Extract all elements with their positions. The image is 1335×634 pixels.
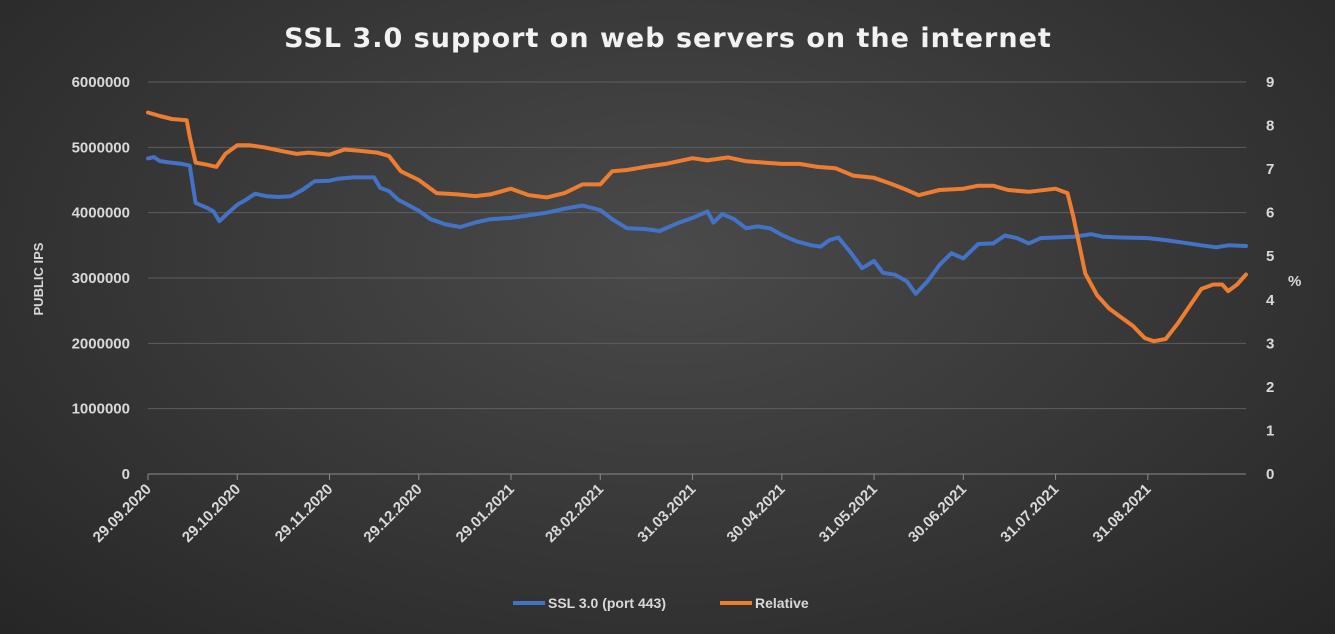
y2-tick-label: 7: [1266, 161, 1274, 178]
x-tick-label: 30.04.2021: [724, 481, 789, 546]
x-axis: 29.09.2020 29.10.2020 29.11.2020 29.12.2020…: [90, 474, 1155, 546]
y-tick-label: 0: [122, 466, 130, 483]
x-tick-label: 29.11.2020: [272, 481, 337, 546]
x-tick-label: 29.09.2020: [90, 481, 155, 546]
x-tick-label: 29.12.2020: [360, 481, 425, 546]
x-tick-label: 31.03.2021: [634, 481, 699, 546]
y2-tick-label: 5: [1266, 248, 1274, 265]
y-tick-label: 2000000: [72, 335, 130, 352]
y-tick-label: 5000000: [72, 139, 130, 156]
y-tick-label: 1000000: [72, 401, 130, 418]
series-line: [146, 110, 1248, 344]
y2-tick-label: 2: [1266, 379, 1274, 396]
x-tick-label: 29.01.2021: [453, 481, 518, 546]
chart-title: SSL 3.0 support on web servers on the in…: [284, 23, 1052, 54]
x-tick-label: 28.02.2021: [542, 481, 607, 546]
y2-tick-label: 1: [1266, 422, 1274, 439]
y2-tick-label: 9: [1266, 74, 1274, 91]
legend-label: Relative: [755, 595, 809, 611]
y-tick-label: 6000000: [72, 74, 130, 91]
legend: SSL 3.0 (port 443) Relative: [513, 595, 809, 611]
series-lines: [146, 110, 1248, 344]
y2-axis-title: %: [1288, 273, 1301, 290]
x-tick-label: 31.08.2021: [1090, 481, 1155, 546]
y2-tick-label: 3: [1266, 335, 1274, 352]
x-tick-label: 30.06.2021: [905, 481, 970, 546]
legend-label: SSL 3.0 (port 443): [548, 595, 666, 611]
x-tick-label: 31.05.2021: [816, 481, 881, 546]
y2-tick-label: 8: [1266, 118, 1274, 135]
y-tick-label: 4000000: [72, 205, 130, 222]
y-axis-left: 0 1000000 2000000 3000000 4000000 5000000 6000…: [72, 74, 130, 483]
y-axis-title: PUBLIC IPS: [31, 242, 46, 315]
x-tick-label: 31.07.2021: [997, 481, 1062, 546]
y-tick-label: 3000000: [72, 270, 130, 287]
x-tick-label: 29.10.2020: [179, 481, 244, 546]
series-line: [146, 155, 1248, 296]
y2-tick-label: 0: [1266, 466, 1274, 483]
y2-tick-label: 6: [1266, 205, 1274, 222]
y2-tick-label: 4: [1266, 292, 1275, 309]
gridlines: [148, 81, 1246, 475]
y-axis-right: 0 1 2 3 4 5 6 7 8 9: [1266, 74, 1275, 483]
